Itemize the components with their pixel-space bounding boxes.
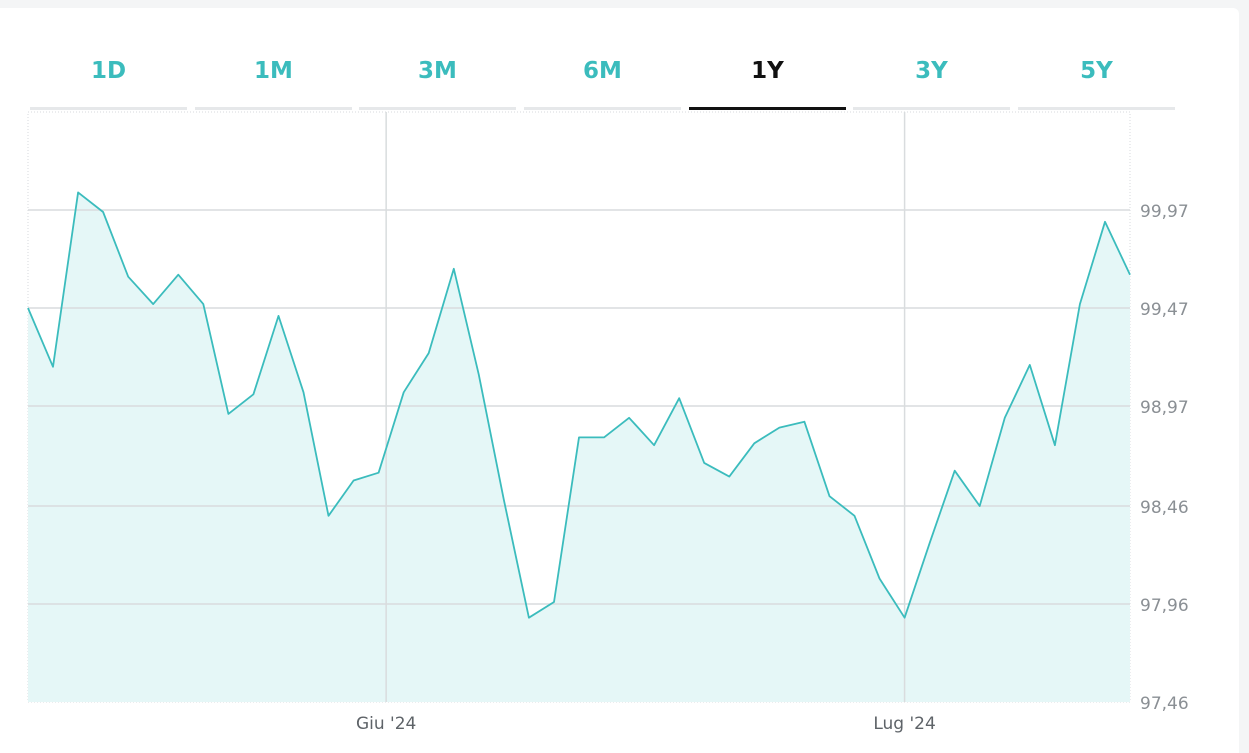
tab-label: 3M — [418, 58, 457, 84]
tab-underline — [30, 107, 187, 110]
tab-5y[interactable]: 5Y — [1018, 48, 1175, 110]
y-tick-label: 99,97 — [1140, 202, 1189, 222]
tab-label: 5Y — [1080, 58, 1113, 84]
tab-label: 1Y — [751, 58, 784, 84]
series-line — [27, 191, 1131, 619]
y-tick-label: 97,96 — [1140, 596, 1189, 616]
tab-underline — [1018, 107, 1175, 110]
range-tabs: 1D 1M 3M 6M 1Y 3Y 5Y — [30, 48, 1182, 110]
tab-label: 6M — [583, 58, 622, 84]
tab-1y[interactable]: 1Y — [689, 48, 846, 110]
tab-label: 3Y — [915, 58, 948, 84]
y-tick-label: 99,47 — [1140, 300, 1189, 320]
tab-underline — [853, 107, 1010, 110]
y-tick-label: 97,46 — [1140, 694, 1189, 714]
y-tick-label: 98,46 — [1140, 498, 1189, 518]
tab-underline — [359, 107, 516, 110]
y-tick-label: 98,97 — [1140, 398, 1189, 418]
tab-1d[interactable]: 1D — [30, 48, 187, 110]
x-tick-label: Lug '24 — [873, 714, 935, 734]
tab-label: 1D — [90, 58, 127, 84]
x-tick-label: Giu '24 — [356, 714, 416, 734]
tab-underline — [689, 107, 846, 110]
tab-underline — [195, 107, 352, 110]
tab-3m[interactable]: 3M — [359, 48, 516, 110]
tab-1m[interactable]: 1M — [195, 48, 352, 110]
tab-6m[interactable]: 6M — [524, 48, 681, 110]
tab-underline — [524, 107, 681, 110]
tab-3y[interactable]: 3Y — [853, 48, 1010, 110]
tab-label: 1M — [254, 58, 293, 84]
series-area — [28, 192, 1130, 702]
